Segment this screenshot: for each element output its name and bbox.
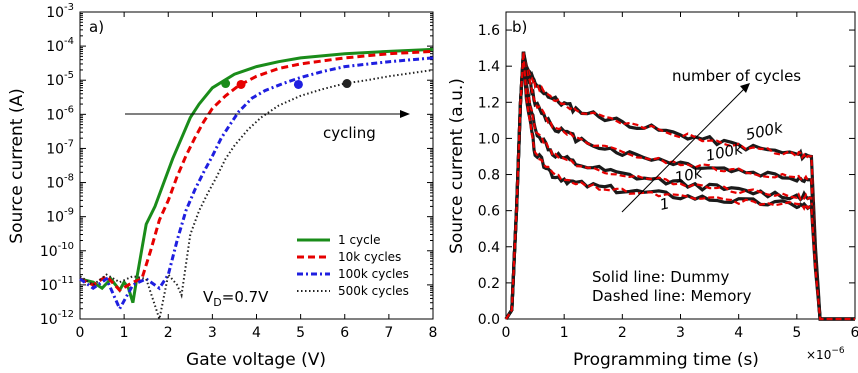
b-xlabel: Programming time (s): [573, 350, 759, 370]
cycles-arrow: [621, 87, 746, 213]
cycling-label: cycling: [323, 124, 376, 142]
series-marker-100k-cycles: [293, 79, 303, 89]
b-xtick-label: 4: [734, 325, 743, 341]
legend-entry: 100k cycles: [338, 267, 409, 281]
a-xtick-label: 4: [252, 325, 261, 341]
legend-dashed-text: Dashed line: Memory: [592, 287, 752, 305]
b-ylabel: Source current (a.u.): [447, 78, 467, 254]
b-x-multiplier: ×10−6: [806, 346, 845, 362]
panel-b: b) 0 1 2 3 4 5 6 0.0 0.2 0.4 0.6 0.8 1.0 1.2 1.4 1.6 n…: [447, 11, 858, 370]
a-xlabel: Gate voltage (V): [186, 350, 326, 370]
series-marker-500k-cycles: [342, 79, 352, 89]
legend-entry: 10k cycles: [338, 250, 401, 264]
a-ytick-label: 10-7: [46, 138, 74, 157]
curve-label-1: 1: [658, 194, 671, 214]
a-xtick-label: 1: [120, 325, 129, 341]
cycling-arrow-head: [400, 110, 410, 118]
a-xtick-label: 5: [296, 325, 305, 341]
a-ytick-label: 10-9: [46, 207, 74, 226]
series-line-500k-cycles: [79, 69, 434, 323]
b-ytick-label: 1.6: [478, 23, 500, 39]
curve-label-10k: 10k: [673, 163, 705, 187]
a-xtick-label: 3: [208, 325, 217, 341]
a-ytick-label: 10-10: [40, 241, 74, 260]
b-ytick-label: 1.2: [478, 95, 500, 111]
legend-entry: 1 cycle: [338, 233, 380, 247]
a-ytick-label: 10-6: [46, 104, 74, 123]
series-line-100k-cycles: [79, 56, 434, 313]
b-ytick-label: 0.0: [478, 312, 500, 328]
b-ytick-label: 0.4: [478, 240, 500, 256]
b-ytick-label: 1.0: [478, 131, 500, 147]
b-ytick-label: 0.8: [478, 168, 500, 184]
b-xtick-label: 5: [792, 325, 801, 341]
legend-a: 1 cycle 10k cycles 100k cycles 500k cycles: [297, 233, 409, 298]
cycles-arrow-head: [740, 83, 750, 93]
panel-a-label: a): [89, 18, 104, 36]
curve-label-100k: 100k: [704, 139, 746, 165]
a-ylabel: Source current (A): [7, 88, 27, 243]
series-marker-1-cycle: [221, 79, 231, 89]
b-xtick-label: 0: [502, 325, 511, 341]
a-ytick-label: 10-8: [46, 173, 74, 192]
a-ytick-label: 10-12: [40, 309, 74, 328]
a-ytick-label: 10-3: [46, 2, 74, 21]
b-xtick-label: 2: [618, 325, 627, 341]
a-xtick-label: 8: [429, 325, 438, 341]
cycles-label: number of cycles: [672, 67, 801, 85]
b-ytick-label: 0.2: [478, 276, 500, 292]
legend-entry: 500k cycles: [338, 284, 409, 298]
a-xtick-label: 6: [340, 325, 349, 341]
memory-line-1: [505, 51, 855, 321]
b-xtick-label: 6: [851, 325, 858, 341]
legend-solid-text: Solid line: Dummy: [592, 268, 729, 286]
a-ytick-label: 10-4: [46, 36, 74, 55]
a-ytick-label: 10-11: [40, 275, 74, 294]
b-xtick-label: 3: [676, 325, 685, 341]
b-ytick-label: 0.6: [478, 204, 500, 220]
panel-a: a) 0 1 2 3 4 5 6 7 8 10-12 10-11 10-10 10-9 10-8 10-7…: [7, 2, 437, 370]
panel-b-label: b): [512, 18, 527, 36]
series-marker-10k-cycles: [236, 79, 246, 89]
vd-annotation: VD=0.7V: [203, 288, 269, 309]
series-line-10k-cycles: [79, 49, 434, 293]
a-xtick-label: 0: [76, 325, 85, 341]
b-xtick-label: 1: [560, 325, 569, 341]
series-line-1-cycle: [79, 47, 434, 304]
curve-label-500k: 500k: [744, 118, 786, 144]
a-xtick-label: 2: [164, 325, 173, 341]
b-ytick-label: 1.4: [478, 59, 500, 75]
a-ytick-label: 10-5: [46, 70, 74, 89]
a-xtick-label: 7: [384, 325, 393, 341]
